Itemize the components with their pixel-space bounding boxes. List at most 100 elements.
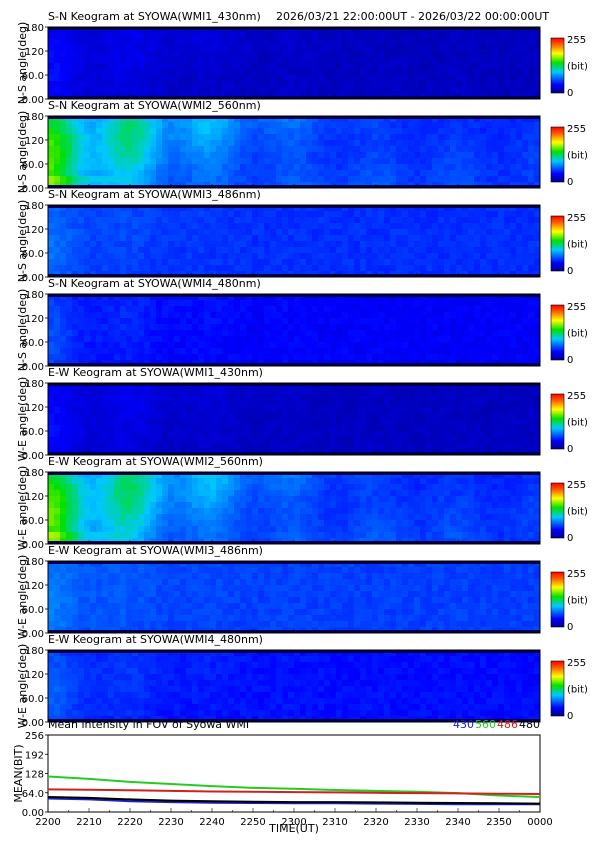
colorbar-max-label: 255 <box>567 213 586 224</box>
chart-title: Mean intensity in FOV of Syowa WMI <box>48 718 249 731</box>
colorbar <box>550 215 565 272</box>
colorbar-max-label: 255 <box>567 302 586 313</box>
keogram-title: E-W Keogram at SYOWA(WMI3_486nm) <box>48 544 263 557</box>
keogram-ytick-label: 60.0 <box>22 605 44 616</box>
chart-xtick-label: 2200 <box>35 817 60 828</box>
keogram-image <box>48 27 541 100</box>
keogram-title: E-W Keogram at SYOWA(WMI4_480nm) <box>48 633 263 646</box>
keogram-ytick-label: 120 <box>25 47 44 58</box>
chart-xtick-label: 2350 <box>486 817 511 828</box>
keogram-ytick-label: 0.00 <box>22 540 44 551</box>
keogram-ylabel: N-S angle(deg) <box>16 22 29 105</box>
keogram-image <box>48 472 541 545</box>
keogram-ytick-label: 180 <box>25 468 44 479</box>
colorbar-min-label: 0 <box>567 622 573 633</box>
keogram-ylabel: W-E angle(deg) <box>16 466 29 551</box>
chart-xtick-label: 2340 <box>445 817 470 828</box>
keogram-panel-7: E-W Keogram at SYOWA(WMI3_486nm) 0.00 60.0… <box>16 544 588 640</box>
series-line-480 <box>47 796 541 805</box>
colorbar-min-label: 0 <box>567 355 573 366</box>
series-line-430 <box>47 797 540 806</box>
keogram-ytick-label: 120 <box>25 403 44 414</box>
keogram-ytick-label: 120 <box>25 225 44 236</box>
colorbar <box>550 571 565 628</box>
keogram-panel-1: S-N Keogram at SYOWA(WMI1_430nm) 0.00 60.0… <box>16 10 588 106</box>
time-range: 2026/03/21 22:00:00UT - 2026/03/22 00:00… <box>276 10 549 23</box>
chart-xlabel: TIME(UT) <box>268 822 319 835</box>
keogram-ytick-label: 120 <box>25 670 44 681</box>
chart-xtick-label: 2320 <box>363 817 388 828</box>
colorbar <box>550 37 565 94</box>
keogram-ytick-label: 180 <box>25 646 44 657</box>
legend-entry-480: 480 <box>519 718 540 731</box>
colorbar-min-label: 0 <box>567 444 573 455</box>
colorbar-max-label: 255 <box>567 569 586 580</box>
keogram-panel-3: S-N Keogram at SYOWA(WMI3_486nm) 0.00 60.0… <box>16 188 588 284</box>
keogram-ytick-label: 180 <box>25 112 44 123</box>
legend-entry-430: 430 <box>453 718 474 731</box>
chart-ytick-label: 256 <box>25 731 44 742</box>
colorbar-unit-label: (bit) <box>567 329 588 340</box>
colorbar <box>550 660 565 717</box>
keogram-ytick-label: 120 <box>25 314 44 325</box>
keogram-ytick-label: 120 <box>25 492 44 503</box>
keogram-ytick-label: 60.0 <box>22 694 44 705</box>
chart-ytick-label: 128 <box>25 770 44 781</box>
keogram-ytick-label: 60.0 <box>22 338 44 349</box>
keogram-ylabel: W-E angle(deg) <box>16 555 29 640</box>
keogram-image <box>48 383 541 456</box>
mean-intensity-chart: Mean intensity in FOV of Syowa WMI 480486… <box>12 718 553 835</box>
chart-xtick-label: 2210 <box>76 817 101 828</box>
chart-xtick-label: 2310 <box>322 817 347 828</box>
series-line-486 <box>47 788 541 795</box>
colorbar-max-label: 255 <box>567 480 586 491</box>
chart-ylabel: MEAN(BIT) <box>12 744 25 802</box>
colorbar-max-label: 255 <box>567 391 586 402</box>
keogram-ytick-label: 0.00 <box>22 273 44 284</box>
keogram-ytick-label: 0.00 <box>22 362 44 373</box>
keogram-ytick-label: 0.00 <box>22 184 44 195</box>
keogram-panel-2: S-N Keogram at SYOWA(WMI2_560nm) 0.00 60.0… <box>16 99 588 195</box>
keogram-ytick-label: 60.0 <box>22 516 44 527</box>
colorbar <box>550 482 565 539</box>
colorbar-unit-label: (bit) <box>567 685 588 696</box>
colorbar-min-label: 0 <box>567 177 573 188</box>
chart-ytick-label: 64.0 <box>22 789 44 800</box>
keogram-ytick-label: 180 <box>25 23 44 34</box>
keogram-title: E-W Keogram at SYOWA(WMI1_430nm) <box>48 366 263 379</box>
colorbar-unit-label: (bit) <box>567 240 588 251</box>
keogram-ytick-label: 120 <box>25 136 44 147</box>
colorbar <box>550 304 565 361</box>
colorbar-min-label: 0 <box>567 266 573 277</box>
chart-ytick-label: 192 <box>25 750 44 761</box>
colorbar-unit-label: (bit) <box>567 418 588 429</box>
keogram-image <box>48 205 541 278</box>
colorbar <box>550 126 565 183</box>
keogram-ytick-label: 120 <box>25 581 44 592</box>
keogram-ylabel: N-S angle(deg) <box>16 111 29 194</box>
keogram-image <box>48 650 541 723</box>
keogram-title: S-N Keogram at SYOWA(WMI1_430nm) <box>48 10 261 23</box>
keogram-ytick-label: 180 <box>25 557 44 568</box>
keogram-title: E-W Keogram at SYOWA(WMI2_560nm) <box>48 455 263 468</box>
keogram-ytick-label: 60.0 <box>22 71 44 82</box>
keogram-image <box>48 561 541 634</box>
chart-xtick-label: 2220 <box>117 817 142 828</box>
keogram-ytick-label: 180 <box>25 201 44 212</box>
keogram-ytick-label: 0.00 <box>22 718 44 729</box>
colorbar-max-label: 255 <box>567 35 586 46</box>
keogram-panel-6: E-W Keogram at SYOWA(WMI2_560nm) 0.00 60.0… <box>16 455 588 551</box>
colorbar-unit-label: (bit) <box>567 151 588 162</box>
keogram-title: S-N Keogram at SYOWA(WMI4_480nm) <box>48 277 261 290</box>
keogram-ytick-label: 60.0 <box>22 249 44 260</box>
keogram-ytick-label: 180 <box>25 379 44 390</box>
colorbar <box>550 393 565 450</box>
keogram-ylabel: N-S angle(deg) <box>16 200 29 283</box>
keogram-ytick-label: 0.00 <box>22 451 44 462</box>
keogram-panel-8: E-W Keogram at SYOWA(WMI4_480nm) 0.00 60.0… <box>16 633 588 729</box>
colorbar-min-label: 0 <box>567 533 573 544</box>
keogram-panel-5: E-W Keogram at SYOWA(WMI1_430nm) 0.00 60.0… <box>16 366 588 462</box>
colorbar-unit-label: (bit) <box>567 596 588 607</box>
